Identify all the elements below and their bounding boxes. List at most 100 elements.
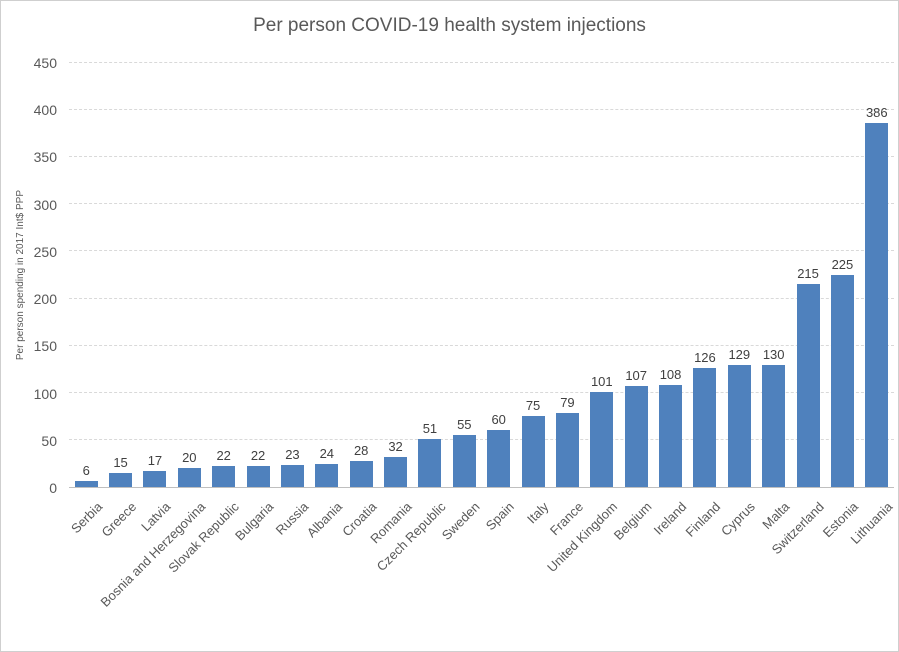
bar-column: 28 [344, 63, 378, 487]
bar-value-label: 32 [388, 438, 403, 454]
bar [246, 466, 270, 487]
bar-series: 6 15 17 20 22 22 23 24 28 32 51 55 60 75 79 101 107 108 12… [69, 63, 894, 487]
x-category-label: Albania [304, 499, 346, 541]
bar [315, 464, 339, 487]
x-category-cell: Belgium [611, 493, 655, 649]
x-category-cell: Spain [482, 493, 517, 649]
gridline [69, 250, 894, 252]
bar [452, 435, 476, 487]
bar-value-label: 101 [590, 373, 613, 389]
bar-value-label: 20 [182, 450, 197, 466]
gridline [69, 391, 894, 393]
bar-column: 386 [860, 63, 894, 487]
y-tick-label: 200 [33, 291, 57, 308]
bar [830, 275, 854, 487]
bar [280, 465, 304, 487]
gridline [69, 297, 894, 299]
bar-column: 22 [241, 63, 275, 487]
bar-value-label: 55 [457, 417, 472, 433]
bar-value-label: 24 [319, 446, 335, 462]
bar [384, 456, 408, 487]
bar-column: 22 [207, 63, 241, 487]
bar-column: 129 [722, 63, 756, 487]
x-category-cell: Cyprus [718, 493, 758, 649]
gridline [69, 109, 894, 111]
x-category-label: Ireland [650, 499, 690, 538]
bar-value-label: 126 [694, 350, 716, 366]
x-category-label: Cyprus [718, 499, 758, 539]
bar [349, 460, 373, 487]
x-category-cell: Lithuania [847, 493, 895, 649]
x-category-cell: Russia [272, 493, 311, 649]
bar-column: 51 [413, 63, 447, 487]
bar [762, 364, 786, 487]
x-category-cell: Slovak Republic [166, 493, 243, 649]
y-tick-label: 100 [33, 385, 57, 402]
bar [659, 385, 683, 487]
bar-value-label: 79 [560, 394, 575, 410]
plot-area: 6 15 17 20 22 22 23 24 28 32 51 55 60 75 79 101 107 108 12… [69, 62, 894, 488]
gridline [69, 203, 894, 205]
bar-column: 215 [791, 63, 825, 487]
bar-column: 225 [825, 63, 859, 487]
bar [727, 365, 751, 487]
bar [693, 368, 717, 487]
bar-column: 101 [585, 63, 619, 487]
x-category-cell: United Kingdom [544, 493, 620, 649]
y-tick-label: 0 [49, 480, 57, 496]
bar [74, 481, 98, 487]
y-tick-label: 400 [33, 102, 57, 119]
bar-value-label: 28 [353, 442, 369, 458]
x-category-label: Greece [98, 499, 140, 540]
gridline [69, 62, 894, 63]
bar-value-label: 130 [762, 346, 785, 362]
y-tick-label: 450 [33, 55, 57, 71]
gridline [69, 344, 894, 346]
x-category-cell: Bulgaria [232, 493, 276, 649]
bar [865, 123, 889, 487]
x-category-cell: Malta [757, 493, 792, 649]
bar-value-label: 6 [82, 463, 90, 479]
bar-value-label: 60 [491, 412, 506, 428]
bar [521, 416, 545, 487]
bar [624, 386, 648, 487]
bar-column: 75 [516, 63, 550, 487]
x-category-cell: Finland [683, 493, 724, 649]
x-category-cell: Albania [304, 493, 345, 649]
bar-column: 55 [447, 63, 481, 487]
x-category-cell: Serbia [68, 493, 105, 649]
y-tick-label: 350 [33, 149, 57, 166]
bar-column: 108 [653, 63, 687, 487]
bar-column: 60 [482, 63, 516, 487]
bar-column: 130 [757, 63, 791, 487]
bar-value-label: 22 [216, 448, 231, 464]
gridline [69, 438, 894, 440]
bar-value-label: 129 [728, 347, 751, 363]
bar-value-label: 15 [113, 454, 128, 470]
bar-column: 32 [378, 63, 412, 487]
bar-column: 6 [69, 63, 103, 487]
bar-value-label: 215 [797, 266, 819, 282]
x-category-cell: Croatia [340, 493, 380, 649]
bar-column: 24 [310, 63, 344, 487]
bar [418, 438, 442, 487]
x-category-cell: Czech Republic [374, 493, 449, 649]
x-category-cell: Switzerland [769, 493, 827, 649]
y-tick-label: 150 [33, 338, 57, 355]
y-tick-label: 50 [41, 432, 57, 449]
y-tick-label: 300 [33, 196, 57, 213]
bar [796, 284, 820, 487]
bar-value-label: 22 [250, 448, 266, 464]
bar [143, 470, 167, 487]
x-category-label: Italy [524, 499, 552, 527]
bar-column: 20 [172, 63, 206, 487]
bar-value-label: 75 [525, 398, 541, 414]
bar-value-label: 107 [625, 368, 648, 384]
bar-column: 126 [688, 63, 722, 487]
bar [487, 430, 511, 487]
bar-column: 107 [619, 63, 653, 487]
chart-title: Per person COVID-19 health system inject… [253, 15, 646, 36]
bar [109, 472, 133, 487]
bar [555, 412, 579, 487]
